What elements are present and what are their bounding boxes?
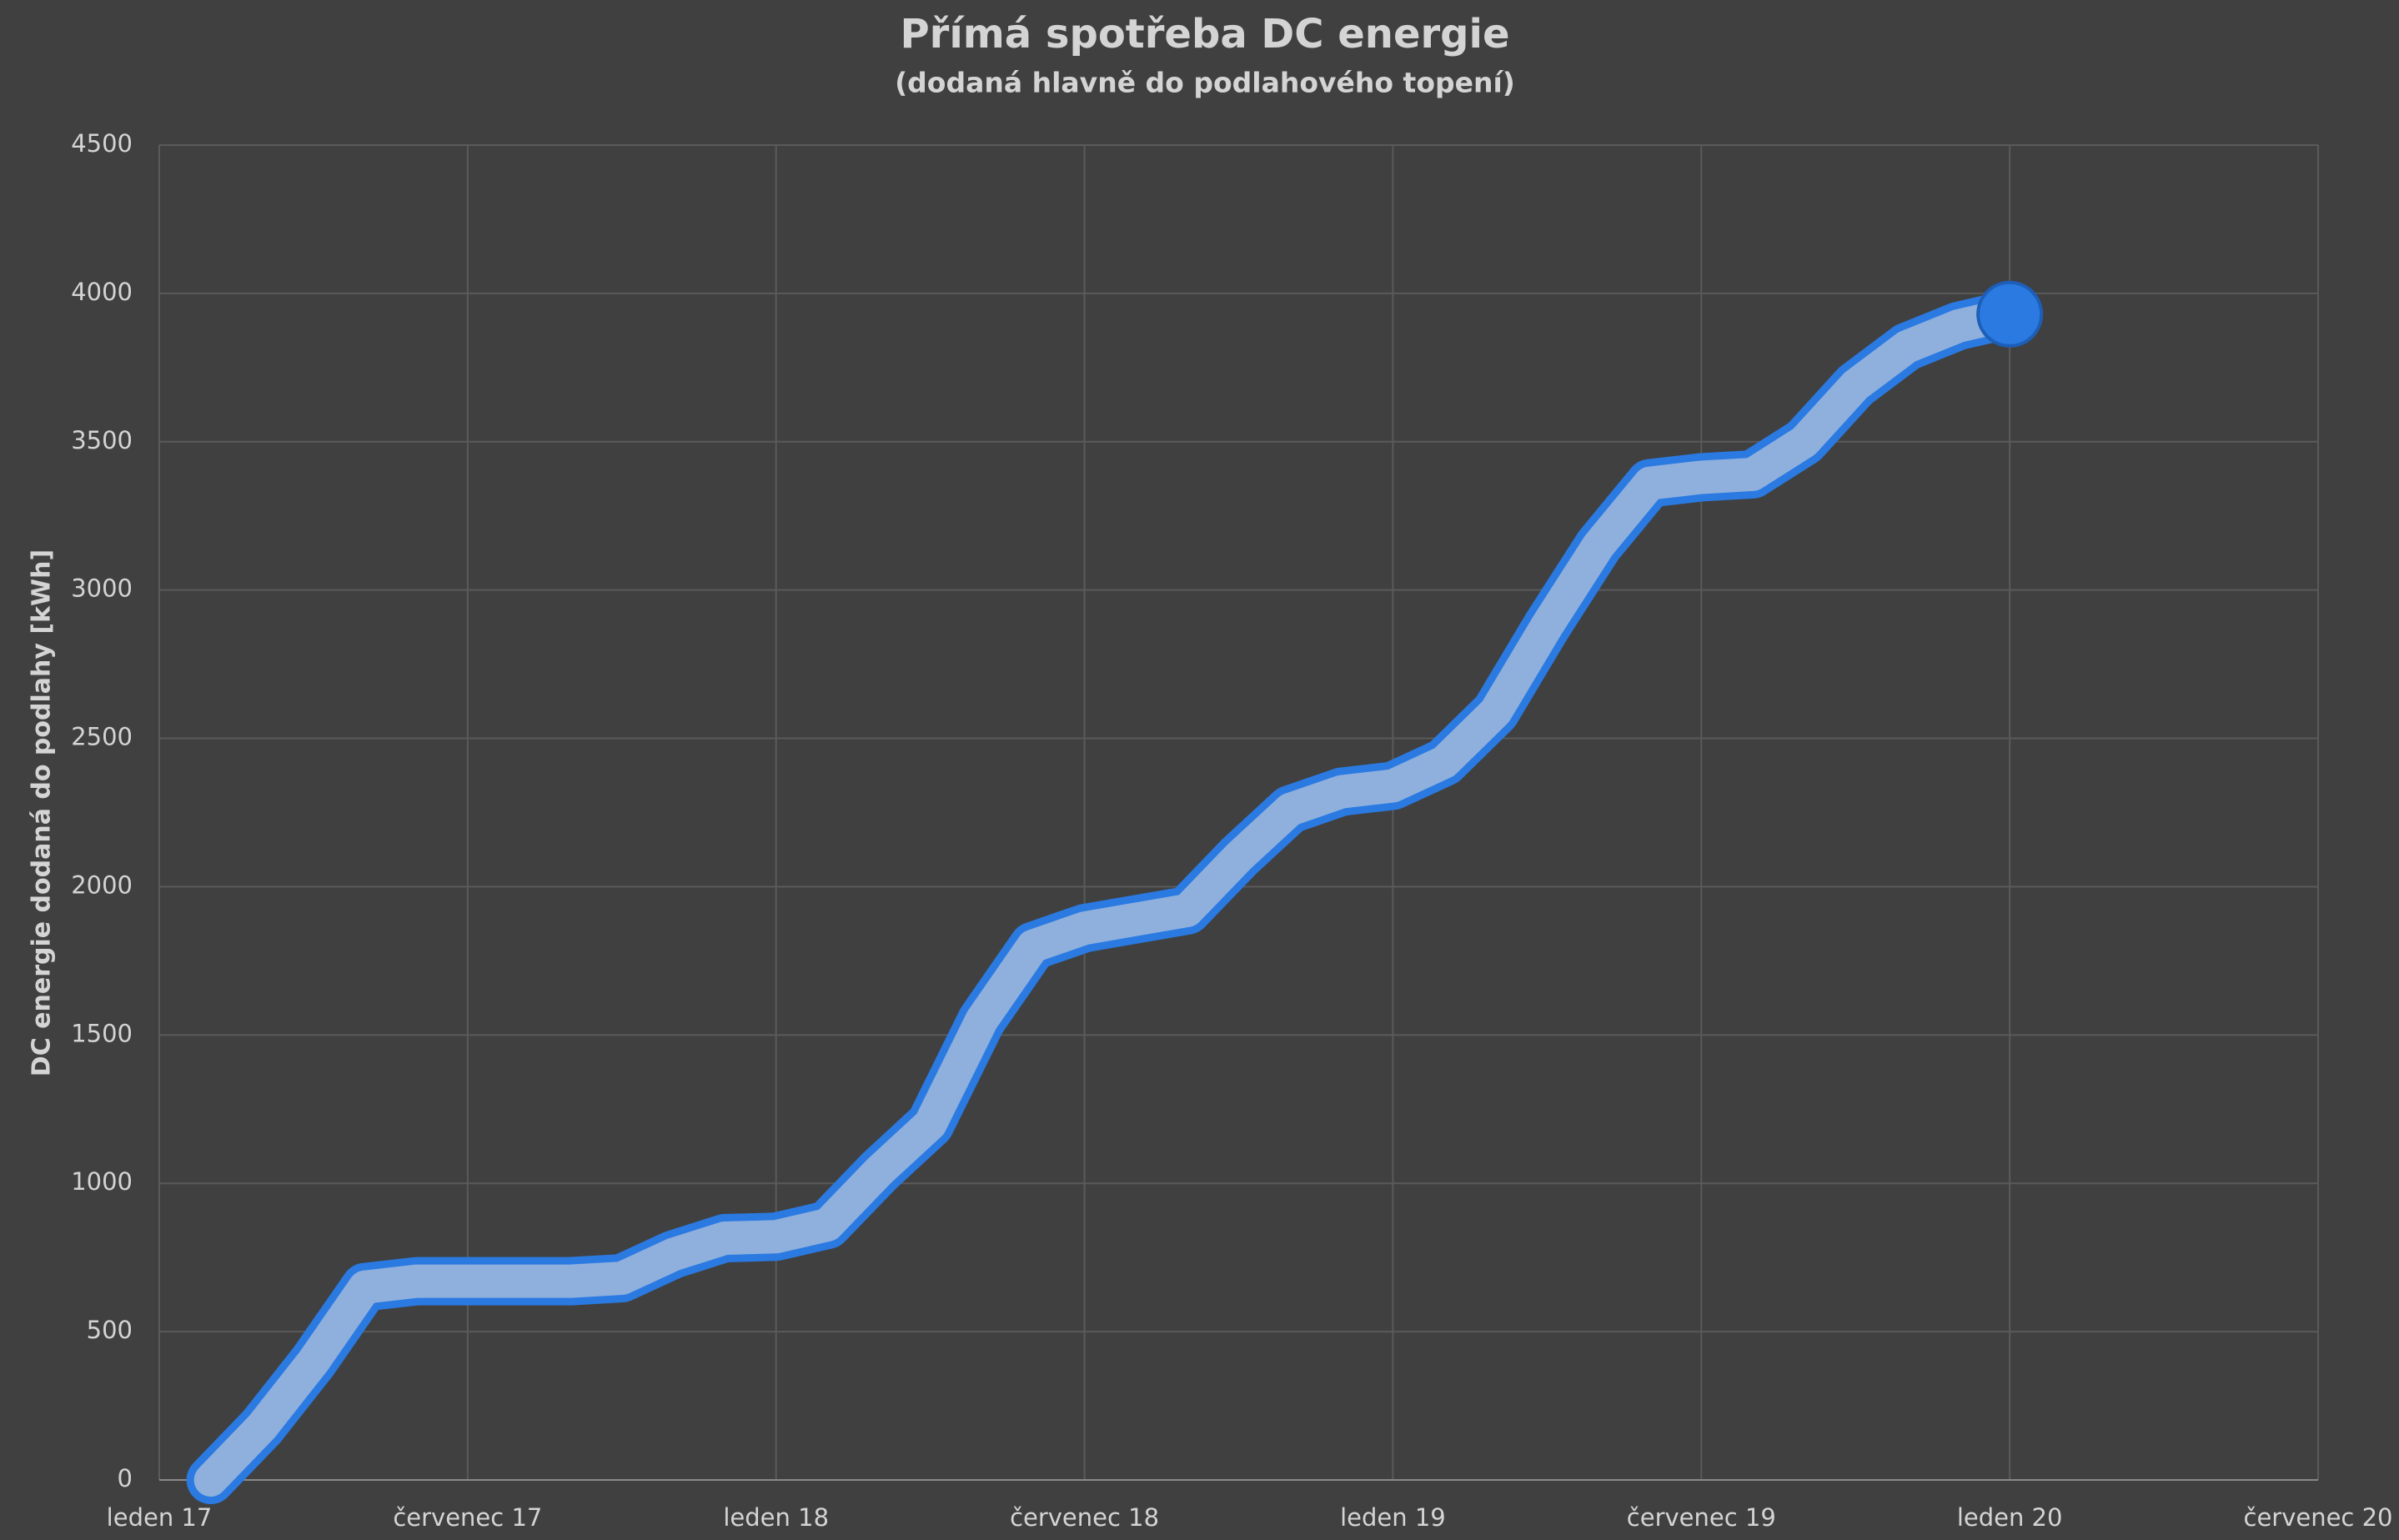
chart-title: Přímá spotřeba DC energie: [900, 11, 1509, 58]
y-tick-label: 4000: [71, 278, 133, 306]
y-axis-label: DC energie dodaná do podlahy [kWh]: [28, 549, 57, 1076]
x-tick-label: leden 19: [1340, 1503, 1446, 1532]
y-tick-label: 4500: [71, 129, 133, 158]
chart-subtitle: (dodaná hlavně do podlahového topení): [895, 67, 1515, 99]
end-marker: [1976, 280, 2044, 348]
x-tick-label: červenec 20: [2244, 1503, 2393, 1532]
y-tick-label: 3500: [71, 426, 133, 454]
x-tick-label: leden 17: [107, 1503, 213, 1532]
y-tick-label: 2000: [71, 870, 133, 899]
x-tick-label: červenec 18: [1010, 1503, 1159, 1532]
y-tick-label: 1500: [71, 1019, 133, 1047]
x-tick-label: červenec 17: [393, 1503, 542, 1532]
x-tick-label: červenec 19: [1627, 1503, 1776, 1532]
x-tick-label: leden 18: [723, 1503, 829, 1532]
line: [193, 297, 2027, 1497]
y-tick-label: 500: [87, 1316, 133, 1344]
y-tick-label: 0: [118, 1464, 133, 1492]
y-tick-label: 1000: [71, 1167, 133, 1196]
y-tick-label: 3000: [71, 574, 133, 603]
y-tick-label: 2500: [71, 723, 133, 751]
x-tick-label: leden 20: [1957, 1503, 2063, 1532]
